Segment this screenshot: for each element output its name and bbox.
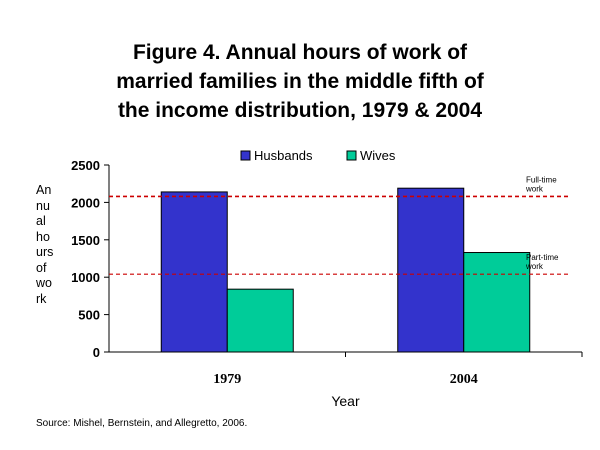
y-axis-label-part: An bbox=[36, 183, 52, 197]
y-axis-label-part: ho bbox=[36, 229, 50, 244]
y-axis-label-part: al bbox=[36, 214, 46, 228]
legend-swatch-wives bbox=[346, 150, 357, 161]
chart-title-line: married families in the middle fifth of bbox=[116, 70, 484, 93]
y-tick-label: 0 bbox=[93, 345, 100, 360]
bar-wives-1979 bbox=[226, 288, 294, 353]
chart-title: Figure 4. Annual hours of work of marrie… bbox=[60, 38, 540, 125]
y-axis-label-part: nu bbox=[36, 198, 50, 213]
source-note: Source: Mishel, Bernstein, and Allegrett… bbox=[36, 418, 248, 429]
y-tick-label: 500 bbox=[78, 308, 100, 323]
y-tick-label: 1500 bbox=[71, 233, 100, 248]
y-axis-label-part: wo bbox=[36, 276, 52, 290]
bar-husbands-2004 bbox=[397, 187, 465, 353]
y-axis-label-part: urs bbox=[36, 245, 54, 259]
y-axis-label: An nu al ho urs of wo rk bbox=[36, 183, 66, 307]
y-axis-label-part: rk bbox=[36, 291, 47, 306]
x-category-label: 1979 bbox=[213, 372, 241, 387]
chart-title-line: the income distribution, 1979 & 2004 bbox=[117, 99, 483, 122]
y-tick-label: 2000 bbox=[71, 195, 100, 210]
bar-husbands-1979 bbox=[160, 191, 228, 353]
y-tick-label: 1000 bbox=[71, 270, 100, 285]
y-tick-label: 2500 bbox=[71, 158, 100, 173]
chart-title-line: Figure 4. Annual hours of work of bbox=[132, 41, 468, 64]
reference-line-label: Full-time bbox=[526, 175, 557, 184]
reference-line-label: work bbox=[525, 184, 544, 193]
legend-label-wives: Wives bbox=[360, 148, 396, 163]
legend-label-husbands: Husbands bbox=[254, 148, 313, 163]
bar-wives-2004 bbox=[463, 252, 531, 353]
x-axis-label: Year bbox=[331, 393, 360, 409]
legend-swatch-husbands bbox=[240, 150, 251, 161]
x-category-label: 2004 bbox=[450, 372, 478, 387]
reference-line-label: work bbox=[525, 262, 544, 271]
y-axis-label-part: of bbox=[36, 260, 47, 275]
reference-line-label: Part-time bbox=[526, 253, 559, 262]
